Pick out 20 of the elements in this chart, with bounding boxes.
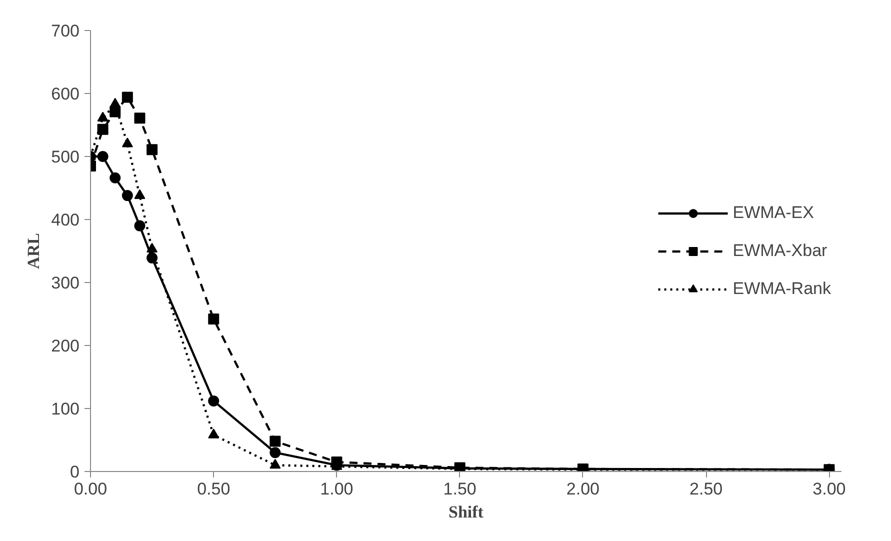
legend-label: EWMA-EX [732,202,814,222]
y-tick-label: 100 [51,400,80,418]
y-tick-label: 600 [51,84,80,104]
y-tick-label: 700 [51,22,80,40]
legend-label: EWMA-Xbar [732,240,828,260]
x-tick-label: 1.50 [443,480,476,498]
legend-label: EWMA-Rank [732,278,831,298]
x-tick-label: 2.00 [566,480,600,498]
x-tick-label: 0.00 [74,480,108,498]
x-tick-label: 1.00 [320,480,354,498]
x-tick-label: 2.50 [690,480,723,498]
x-axis-title: Shift [448,502,484,522]
y-tick-label: 400 [51,210,80,230]
x-tick-label: 3.00 [812,480,846,498]
y-tick-label: 300 [51,274,80,292]
y-axis-title: ARL [24,233,44,269]
y-tick-label: 500 [51,148,80,166]
y-tick-label: 200 [51,336,80,356]
y-tick-label: 0 [70,462,80,482]
x-tick-label: 0.50 [197,480,230,498]
